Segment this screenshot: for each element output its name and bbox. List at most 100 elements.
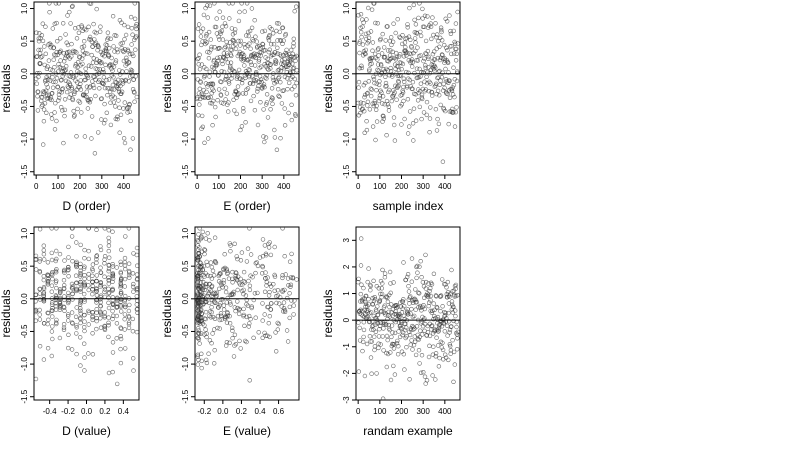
data-point bbox=[213, 104, 218, 110]
y-tick-label: 0.0 bbox=[20, 293, 29, 305]
data-point bbox=[196, 56, 201, 61]
data-point bbox=[377, 323, 383, 329]
data-point bbox=[266, 241, 271, 247]
data-point bbox=[384, 333, 390, 339]
data-point bbox=[200, 229, 206, 235]
data-point bbox=[55, 84, 60, 90]
data-point bbox=[386, 309, 391, 315]
data-point bbox=[112, 95, 118, 100]
data-point bbox=[125, 110, 130, 115]
data-point bbox=[195, 354, 201, 359]
data-point bbox=[199, 290, 204, 295]
data-point bbox=[74, 331, 79, 336]
data-point bbox=[234, 111, 239, 117]
data-point bbox=[382, 69, 388, 74]
data-point bbox=[73, 288, 79, 294]
data-point bbox=[253, 78, 259, 83]
data-point bbox=[53, 2, 59, 6]
data-point bbox=[392, 90, 397, 95]
data-point bbox=[257, 65, 262, 71]
data-point bbox=[375, 57, 380, 62]
data-point bbox=[366, 5, 371, 11]
data-point bbox=[215, 55, 220, 61]
data-point bbox=[440, 70, 445, 75]
data-point bbox=[51, 79, 56, 85]
data-point bbox=[363, 47, 368, 53]
data-point bbox=[414, 66, 420, 71]
data-point bbox=[37, 256, 43, 262]
data-point bbox=[78, 299, 84, 304]
data-point bbox=[383, 84, 388, 89]
x-tick-label: 0 bbox=[356, 407, 361, 416]
data-point bbox=[243, 120, 248, 125]
data-point bbox=[417, 334, 422, 340]
data-point bbox=[72, 113, 77, 118]
data-point bbox=[363, 51, 368, 57]
data-point bbox=[294, 80, 299, 86]
data-point bbox=[195, 96, 200, 102]
data-point bbox=[431, 301, 436, 306]
data-point bbox=[44, 66, 50, 72]
data-point bbox=[218, 300, 223, 306]
data-point bbox=[433, 65, 438, 70]
data-point bbox=[221, 307, 227, 312]
data-point bbox=[414, 275, 419, 281]
data-point bbox=[74, 325, 79, 330]
data-point bbox=[290, 66, 296, 71]
data-point bbox=[242, 280, 248, 285]
data-point bbox=[119, 89, 125, 95]
data-point bbox=[239, 288, 245, 294]
data-point bbox=[448, 343, 453, 349]
data-point bbox=[78, 271, 83, 276]
data-point bbox=[260, 29, 265, 34]
data-point bbox=[291, 44, 296, 49]
data-point bbox=[229, 47, 234, 53]
data-point bbox=[105, 85, 110, 91]
data-point bbox=[242, 9, 247, 14]
data-point bbox=[262, 289, 268, 294]
y-tick-label: 2 bbox=[342, 264, 351, 269]
data-point bbox=[446, 357, 451, 363]
data-point bbox=[113, 60, 118, 65]
data-point bbox=[105, 30, 111, 35]
data-point bbox=[248, 59, 254, 65]
data-point bbox=[455, 347, 460, 352]
data-point bbox=[251, 297, 257, 303]
data-point bbox=[246, 324, 252, 329]
data-point bbox=[68, 21, 73, 26]
data-point bbox=[57, 305, 63, 310]
data-point bbox=[110, 272, 115, 277]
data-point bbox=[227, 321, 233, 326]
data-point bbox=[76, 30, 82, 35]
data-point bbox=[66, 274, 71, 279]
data-point bbox=[272, 274, 278, 279]
data-point bbox=[382, 303, 387, 308]
data-point bbox=[202, 247, 207, 252]
data-point bbox=[203, 33, 209, 39]
data-point bbox=[58, 48, 63, 53]
data-point bbox=[49, 300, 55, 305]
data-point bbox=[419, 275, 424, 280]
data-point bbox=[390, 74, 395, 79]
data-point bbox=[126, 268, 132, 274]
data-point bbox=[427, 300, 432, 305]
data-point bbox=[255, 122, 261, 128]
data-point bbox=[389, 334, 394, 340]
data-point bbox=[414, 299, 419, 305]
data-point bbox=[110, 350, 116, 355]
data-point bbox=[37, 61, 43, 67]
data-point bbox=[445, 323, 450, 328]
data-point bbox=[209, 297, 215, 302]
data-point bbox=[400, 61, 406, 67]
data-point bbox=[50, 305, 55, 311]
data-point bbox=[200, 124, 206, 130]
data-point bbox=[93, 93, 98, 99]
data-point bbox=[412, 70, 417, 76]
data-point bbox=[250, 81, 256, 86]
data-point bbox=[51, 57, 56, 62]
data-point bbox=[287, 304, 292, 310]
data-point bbox=[274, 21, 280, 26]
data-point bbox=[88, 64, 94, 69]
data-point bbox=[206, 290, 212, 296]
data-point bbox=[270, 101, 275, 107]
